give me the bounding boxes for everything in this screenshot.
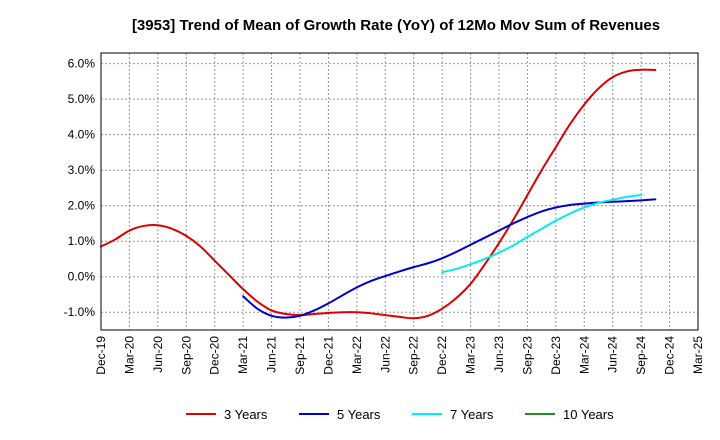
series-line-5-years (242, 198, 657, 319)
y-tick-label: 3.0% (68, 163, 96, 177)
x-tick-label: Jun-23 (492, 336, 506, 373)
grid (101, 53, 698, 330)
x-tick-label: Jun-21 (265, 336, 279, 373)
x-axis: Dec-19 Mar-20 Jun-20 Sep-20 Dec-20 Mar-21 Jun-… (94, 336, 705, 375)
x-tick-label: Sep-20 (179, 336, 193, 375)
x-tick-label: Dec-21 (321, 336, 335, 375)
x-tick-label: Mar-24 (577, 336, 591, 374)
x-tick-label: Dec-22 (435, 336, 449, 375)
x-tick-label: Mar-25 (691, 336, 705, 374)
series-layer (100, 68, 657, 320)
x-tick-label: Sep-22 (407, 336, 421, 375)
y-tick-label: 2.0% (68, 199, 96, 213)
chart-title: [3953] Trend of Mean of Growth Rate (YoY… (132, 17, 660, 34)
plot-frame (100, 52, 699, 331)
x-tick-label: Jun-20 (151, 336, 165, 373)
x-tick-label: Mar-21 (236, 336, 250, 374)
series-line-7-years (441, 194, 643, 274)
y-tick-label: -1.0% (64, 305, 96, 319)
x-tick-label: Jun-24 (606, 336, 620, 373)
x-tick-label: Mar-20 (122, 336, 136, 374)
legend: 3 Years 5 Years 7 Years 10 Years (186, 407, 614, 422)
x-tick-label: Mar-23 (464, 336, 478, 374)
x-tick-label: Sep-24 (634, 336, 648, 375)
x-tick-label: Mar-22 (350, 336, 364, 374)
x-tick-label: Dec-23 (549, 336, 563, 375)
legend-label: 7 Years (450, 407, 494, 422)
y-tick-label: 1.0% (68, 234, 96, 248)
legend-label: 10 Years (563, 407, 614, 422)
x-tick-label: Sep-21 (293, 336, 307, 375)
y-tick-label: 6.0% (68, 57, 96, 71)
y-tick-label: 5.0% (68, 92, 96, 106)
y-tick-label: 0.0% (68, 270, 96, 284)
x-tick-label: Jun-22 (378, 336, 392, 373)
x-tick-label: Dec-24 (663, 336, 677, 375)
plot-area (101, 53, 698, 330)
series-line-3-years (100, 68, 657, 320)
x-tick-label: Dec-20 (208, 336, 222, 375)
legend-label: 3 Years (224, 407, 268, 422)
x-tick-label: Dec-19 (94, 336, 108, 375)
y-axis: -1.0% 0.0% 1.0% 2.0% 3.0% 4.0% 5.0% 6.0% (64, 57, 96, 320)
y-tick-label: 4.0% (68, 128, 96, 142)
x-tick-label: Sep-23 (520, 336, 534, 375)
legend-label: 5 Years (337, 407, 381, 422)
